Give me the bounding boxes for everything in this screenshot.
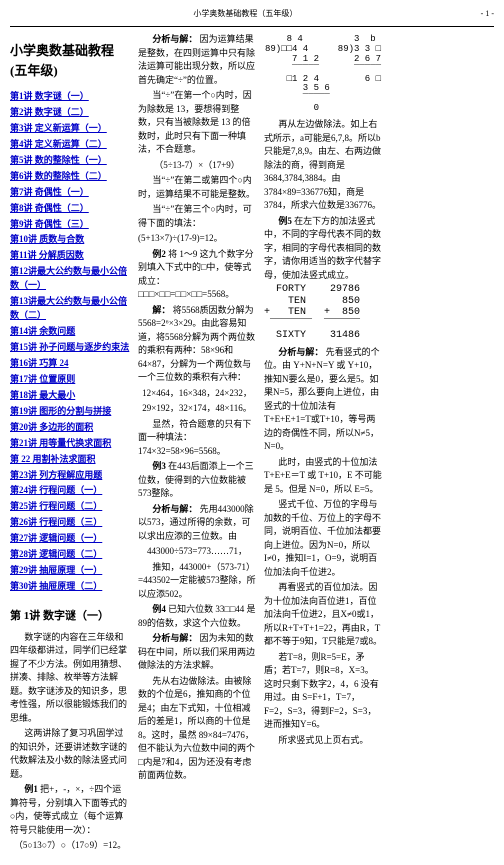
toc-item[interactable]: 第10讲 质数与合数: [10, 233, 130, 247]
toc: 第1讲 数字谜（一） 第2讲 数字谜（二） 第3讲 定义新运算（一） 第4讲 定…: [10, 90, 130, 594]
toc-item[interactable]: 第18讲 最大最小: [10, 389, 130, 403]
toc-item[interactable]: 第7讲 奇偶性（一）: [10, 186, 130, 200]
colB-ans-label: 分析与解：: [278, 347, 323, 357]
toc-item[interactable]: 第19讲 图形的分割与拼接: [10, 405, 130, 419]
colA-p3: 当“÷”在第二或第四个○内时，运算结果不可能是整数。: [138, 174, 256, 201]
colA-p1-label: 分析与解：: [152, 34, 197, 44]
ex4-p2: 先从右边做除法。由被除数的个位是6，推知商的个位是4；由左下式知，十位相减后的差…: [138, 675, 256, 783]
running-head-right: - 1 -: [481, 8, 494, 20]
long-division-right: 3 b 89)3 3 □ 2 6 7 ‾‾‾‾‾ 6 □: [338, 35, 381, 114]
ex3-ans: 分析与解： 先用443000除以573，通过所得的余数，可以求出应添的三位数。由: [138, 503, 256, 544]
ex2-ans-label: 解：: [152, 305, 170, 315]
colA-p4: 当“÷”在第三个○内时，可得下面的填法：: [138, 203, 256, 230]
toc-item[interactable]: 第9讲 奇偶性（三）: [10, 218, 130, 232]
toc-item[interactable]: 第11讲 分解质因数: [10, 249, 130, 263]
colA-p2: 当“÷”在第一个○内时，因为除数是 13，要想得到整数，只有当被除数是 13 的…: [138, 89, 256, 157]
toc-item[interactable]: 第6讲 数的整除性（二）: [10, 170, 130, 184]
top-rule: [10, 26, 494, 27]
ex1-eq: （5○13○7）○（17○9）=12。: [10, 839, 130, 853]
long-division-left: 8 4 89)□□4 4 7 1 2 ‾‾‾‾‾ □1 2 4 3 5 6 ‾‾…: [265, 35, 330, 114]
colB-p1: 再从左边做除法。如上右式所示，a可能是6,7,8。所以b只能是7,8,9。由左、…: [264, 118, 382, 213]
toc-item[interactable]: 第3讲 定义新运算（一）: [10, 122, 130, 136]
ex3-calc: 443000÷573=773……71，: [138, 545, 256, 559]
ex2-ans: 解： 将5568质因数分解为5568=2⁶×3×29。由此容易知道，将5568分…: [138, 304, 256, 385]
ex5: 例5 在左下方的加法竖式中，不同的字母代表不同的数字，相同的字母代表相同的数字，…: [264, 215, 382, 283]
toc-item[interactable]: 第30讲 抽屉原理（二）: [10, 580, 130, 594]
toc-item[interactable]: 第5讲 数的整除性（一）: [10, 154, 130, 168]
ex4-label: 例4: [152, 604, 166, 614]
running-head-center: 小学奥数基础教程（五年级）: [193, 8, 297, 20]
colA-p1: 分析与解： 因为运算结果是整数，在四则运算中只有除法运算可能出现分数，所以应首先…: [138, 33, 256, 87]
toc-item[interactable]: 第13讲最大公约数与最小公倍数（二）: [10, 295, 130, 323]
ex2: 例2 将 1～9 这九个数字分别填入下式中的□中，使等式成立：□□□×□□=□□…: [138, 248, 256, 302]
ex3-label: 例3: [152, 461, 166, 471]
ex2-list-0: 12×464，16×348，24×232，: [138, 387, 256, 401]
toc-item[interactable]: 第26讲 行程问题（三）: [10, 516, 130, 530]
colB-ans-eq: 所求竖式见上页右式。: [264, 734, 382, 748]
toc-item[interactable]: 第20讲 多边形的面积: [10, 421, 130, 435]
toc-item[interactable]: 第23讲 列方程解应用题: [10, 469, 130, 483]
colB-ans-p4: 再看竖式的百位加法。因为十位加法向百位进1，百位加法向千位进2，且X≠0或1，所…: [264, 581, 382, 649]
toc-item[interactable]: 第8讲 奇偶性（二）: [10, 202, 130, 216]
ex3-ans-label: 分析与解：: [152, 504, 197, 514]
lesson1-p1: 数字谜的内容在三年级和四年级都讲过，同学们已经掌握了不少方法。例如用猜想、拼凑、…: [10, 631, 130, 726]
ex3-tail1: 推知，443000+（573-71）=443502一定能被573整除，所以应添5…: [138, 561, 256, 602]
toc-item[interactable]: 第15讲 孙子问题与逐步约束法: [10, 341, 130, 355]
colB-ans: 分析与解： 先看竖式的个位。由 Y+N+N=Y 或 Y+10，推知N要么是0，要…: [264, 346, 382, 454]
toc-item[interactable]: 第16讲 巧算 24: [10, 357, 130, 371]
toc-item[interactable]: 第1讲 数字谜（一）: [10, 90, 130, 104]
lesson1-ex1: 例1 把+，-，×，÷四个运算符号，分别填入下面等式的○内，使等式成立（每个运算…: [10, 783, 130, 837]
page-title: 小学奥数基础教程(五年级): [10, 41, 130, 80]
long-division-pair: 8 4 89)□□4 4 7 1 2 ‾‾‾‾‾ □1 2 4 3 5 6 ‾‾…: [264, 35, 382, 114]
addition-vertical: FORTY 29786 TEN 850 + TEN + 850 ‾‾‾‾‾‾‾ …: [264, 284, 382, 342]
ex5-label: 例5: [278, 216, 292, 226]
toc-item[interactable]: 第12讲最大公约数与最小公倍数（一）: [10, 265, 130, 293]
lesson1-head: 第 1讲 数字谜（一）: [10, 608, 130, 625]
toc-item[interactable]: 第21讲 用等量代换求面积: [10, 437, 130, 451]
ex2-list-1: 29×192，32×174，48×116。: [138, 402, 256, 416]
colB-ans-p3: 竖式千位、万位的字母与加数的千位、万位上的字母不同，说明百位、千位加法都要向上进…: [264, 498, 382, 579]
toc-item[interactable]: 第27讲 逻辑问题（一）: [10, 532, 130, 546]
colA-p2-eq: （5÷13-7）×（17+9）: [138, 159, 256, 173]
toc-item[interactable]: 第17讲 位置原则: [10, 373, 130, 387]
toc-item[interactable]: 第28讲 逻辑问题（二）: [10, 548, 130, 562]
colB-ans-p2: 此时，由竖式的十位加法 T+E+E＝T 或 T+10，E 不可能是 5。但是 N…: [264, 456, 382, 497]
ex4-ans: 分析与解： 因为未知的数码在中间，所以我们采用两边做除法的方法求解。: [138, 632, 256, 673]
toc-item[interactable]: 第24讲 行程问题（一）: [10, 484, 130, 498]
colB-ans-p1: 先看竖式的个位。由 Y+N+N=Y 或 Y+10，推知N要么是0，要么是5。如果…: [264, 347, 380, 452]
ex2-label: 例2: [152, 249, 166, 259]
ex3: 例3 在443后面添上一个三位数，使得到的六位数能被573整除。: [138, 460, 256, 501]
lesson1-p2: 这两讲除了复习巩固学过的知识外，还要讲述数字谜的代数解法及小数的除法竖式问题。: [10, 727, 130, 781]
ex1-label: 例1: [24, 784, 38, 794]
toc-item[interactable]: 第4讲 定义新运算（二）: [10, 138, 130, 152]
ex2-tail: 显然，符合题意的只有下面一种填法：174×32=58×96=5568。: [138, 418, 256, 459]
toc-item[interactable]: 第25讲 行程问题（二）: [10, 500, 130, 514]
toc-item[interactable]: 第29讲 抽屉原理（一）: [10, 564, 130, 578]
ex4-ans-label: 分析与解：: [152, 633, 197, 643]
ex4: 例4 已知六位数 33□□44 是 89的倍数，求这个六位数。: [138, 603, 256, 630]
colB-ans-p5: 若T=8，则R=5=E，矛盾；若T=7，则R=8，X=3。这时只剩下数字2，4，…: [264, 651, 382, 732]
toc-item[interactable]: 第2讲 数字谜（二）: [10, 106, 130, 120]
ex2-ans-body: 将5568质因数分解为5568=2⁶×3×29。由此容易知道，将5568分解为两…: [138, 305, 255, 383]
colA-p4-eq: (5+13×7)÷(17-9)=12。: [138, 232, 256, 246]
toc-item[interactable]: 第 22 用割补法求面积: [10, 453, 130, 467]
toc-item[interactable]: 第14讲 余数问题: [10, 325, 130, 339]
